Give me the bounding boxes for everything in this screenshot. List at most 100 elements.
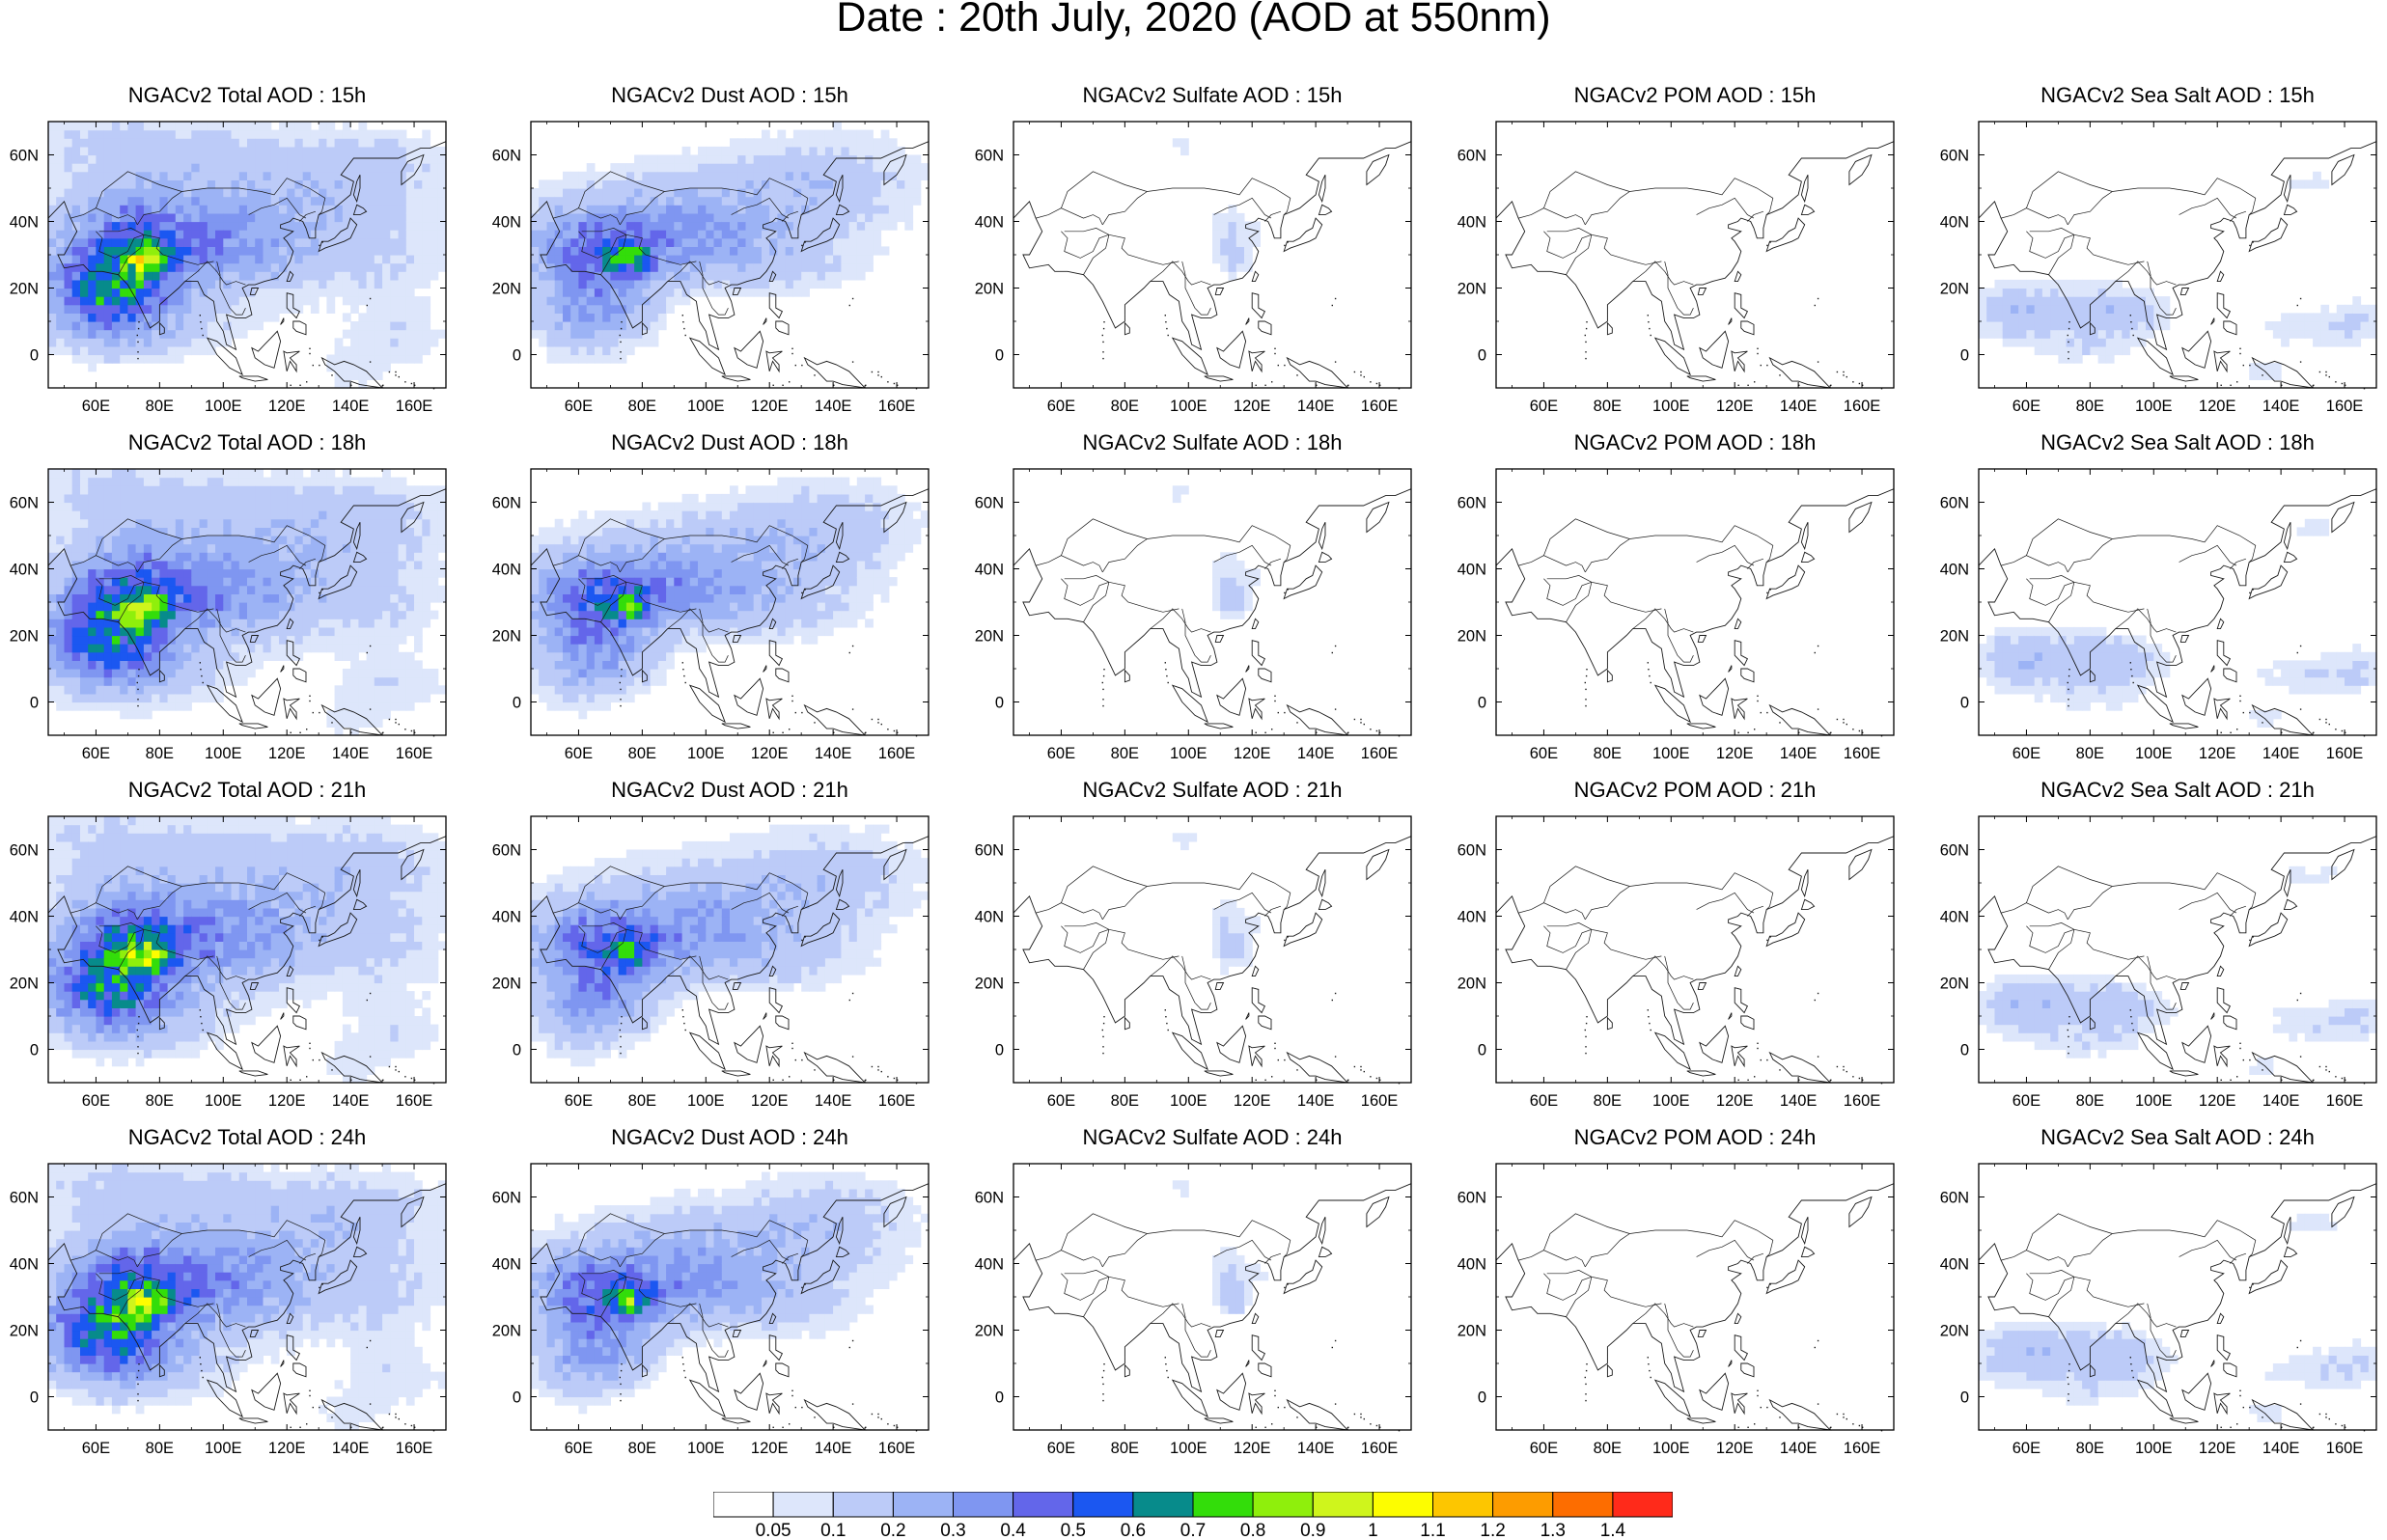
map-plot: 60E 80E 100E 120E 140E 160E 60N 40N 20N 0 (1457, 1163, 1895, 1457)
lat-tick-label: 40N (1940, 909, 1969, 926)
colorbar-swatch (1013, 1492, 1074, 1518)
coastlines (47, 815, 447, 1084)
map-panel-dust-21h: NGACv2 Dust AOD : 21h 60E 80E 100E 120E 140E 1… (492, 778, 1013, 1129)
map-panel-seasalt-24h: NGACv2 Sea Salt AOD : 24h 60E 80E 100E 120E 1… (1940, 1125, 2387, 1476)
panel-title: NGACv2 Sulfate AOD : 15h (1082, 83, 1343, 107)
panel-title: NGACv2 Dust AOD : 15h (611, 83, 848, 107)
panel-title: NGACv2 POM AOD : 21h (1573, 778, 1817, 802)
colorbar-swatch (1492, 1492, 1554, 1518)
lon-tick-label: 120E (1716, 745, 1754, 762)
lat-tick-label: 60N (492, 495, 521, 512)
lat-tick-label: 0 (513, 1042, 521, 1059)
lat-tick-label: 40N (492, 1256, 521, 1274)
lon-tick-label: 140E (2262, 1440, 2300, 1457)
lon-tick-label: 100E (1652, 1092, 1690, 1110)
coastlines (1978, 815, 2377, 1084)
map-plot: 60E 80E 100E 120E 140E 160E 60N 40N 20N 0 (1457, 121, 1895, 415)
lon-tick-label: 140E (2262, 1092, 2300, 1110)
lon-tick-label: 120E (1234, 1440, 1271, 1457)
map-panel-sulfate-18h: NGACv2 Sulfate AOD : 18h 60E 80E 100E 120E 14… (975, 430, 1496, 782)
colorbar-swatch (1192, 1492, 1254, 1518)
lon-tick-label: 80E (1111, 1440, 1139, 1457)
lat-tick-label: 0 (513, 695, 521, 712)
map-plot: 60E 80E 100E 120E 140E 160E 60N 40N 20N 0 (10, 815, 447, 1110)
panel-title: NGACv2 Total AOD : 24h (127, 1125, 367, 1149)
lat-tick-label: 40N (492, 214, 521, 232)
panel-title: NGACv2 Dust AOD : 18h (611, 430, 848, 454)
lon-tick-label: 100E (205, 1092, 242, 1110)
colorbar-swatch (1432, 1492, 1494, 1518)
lon-tick-label: 160E (396, 1092, 433, 1110)
lon-tick-label: 160E (2326, 1440, 2364, 1457)
panel-title: NGACv2 Dust AOD : 21h (611, 778, 848, 802)
lon-tick-label: 80E (146, 745, 174, 762)
map-panel-dust-15h: NGACv2 Dust AOD : 15h 60E 80E 100E 120E 140E 1… (492, 83, 1013, 434)
island-dots (1584, 241, 1883, 390)
lat-tick-label: 20N (492, 281, 521, 298)
coastlines (47, 1163, 447, 1431)
lon-tick-label: 100E (205, 398, 242, 415)
map-panel-total-15h: NGACv2 Total AOD : 15h 60E 80E 100E 120E 140E… (10, 83, 531, 434)
map-plot: 60E 80E 100E 120E 140E 160E 60N 40N 20N 0 (492, 468, 930, 762)
lon-tick-label: 160E (878, 1440, 916, 1457)
coastlines (1978, 468, 2377, 736)
lat-tick-label: 20N (492, 1323, 521, 1340)
lat-tick-label: 20N (10, 628, 39, 646)
lon-tick-label: 80E (1594, 1440, 1622, 1457)
panel-title: NGACv2 Dust AOD : 24h (611, 1125, 848, 1149)
coastlines (530, 1163, 930, 1431)
aod-field (48, 816, 447, 1084)
lon-tick-label: 140E (1780, 745, 1818, 762)
aod-field (1979, 171, 2377, 380)
lat-tick-label: 60N (1457, 148, 1486, 165)
island-dots (1101, 241, 1401, 390)
panel-title: NGACv2 Total AOD : 18h (127, 430, 367, 454)
aod-field (1979, 866, 2377, 1075)
lon-tick-label: 120E (751, 1092, 789, 1110)
map-plot: 60E 80E 100E 120E 140E 160E 60N 40N 20N 0 (1940, 815, 2377, 1110)
panel-title: NGACv2 POM AOD : 15h (1573, 83, 1817, 107)
lon-tick-label: 160E (1844, 745, 1881, 762)
lat-tick-label: 40N (975, 562, 1004, 579)
lon-tick-label: 140E (1297, 1092, 1335, 1110)
lat-tick-label: 60N (1940, 148, 1969, 165)
lon-tick-label: 80E (1594, 1092, 1622, 1110)
lon-tick-label: 60E (1047, 1092, 1075, 1110)
lon-tick-label: 140E (815, 1092, 852, 1110)
lon-tick-label: 140E (1297, 1440, 1335, 1457)
island-dots (619, 1283, 918, 1432)
lat-tick-label: 20N (975, 281, 1004, 298)
colorbar-label: 1.3 (1540, 1521, 1566, 1540)
lon-tick-label: 80E (1111, 1092, 1139, 1110)
lon-tick-label: 60E (565, 1092, 593, 1110)
lon-tick-label: 160E (1844, 398, 1881, 415)
lon-tick-label: 60E (1047, 1440, 1075, 1457)
aod-field (1979, 1213, 2377, 1422)
island-dots (136, 936, 435, 1085)
lon-tick-label: 60E (82, 745, 110, 762)
lat-tick-label: 0 (995, 347, 1004, 365)
lon-tick-label: 80E (1594, 398, 1622, 415)
lon-tick-label: 140E (1780, 1092, 1818, 1110)
lon-tick-label: 160E (878, 398, 916, 415)
lat-tick-label: 40N (1457, 214, 1486, 232)
lat-tick-label: 60N (975, 495, 1004, 512)
lat-tick-label: 0 (995, 1042, 1004, 1059)
lon-tick-label: 80E (628, 1092, 656, 1110)
lon-tick-label: 100E (205, 1440, 242, 1457)
lat-tick-label: 40N (1940, 562, 1969, 579)
lon-tick-label: 100E (205, 745, 242, 762)
lon-tick-label: 120E (2199, 745, 2236, 762)
colorbar-label: 1.2 (1480, 1521, 1505, 1540)
lat-tick-label: 0 (1960, 1042, 1969, 1059)
lat-tick-label: 60N (1940, 1190, 1969, 1207)
panel-title: NGACv2 Sea Salt AOD : 24h (2040, 1125, 2315, 1149)
map-panel-total-21h: NGACv2 Total AOD : 21h 60E 80E 100E 120E 140E… (10, 778, 531, 1129)
lon-tick-label: 60E (82, 398, 110, 415)
plot-background (1496, 122, 1894, 388)
lon-tick-label: 160E (2326, 1092, 2364, 1110)
lon-tick-label: 160E (1844, 1092, 1881, 1110)
colorbar-swatch (832, 1492, 894, 1518)
plot-background (1496, 1164, 1894, 1430)
colorbar-label: 0.9 (1300, 1521, 1325, 1540)
